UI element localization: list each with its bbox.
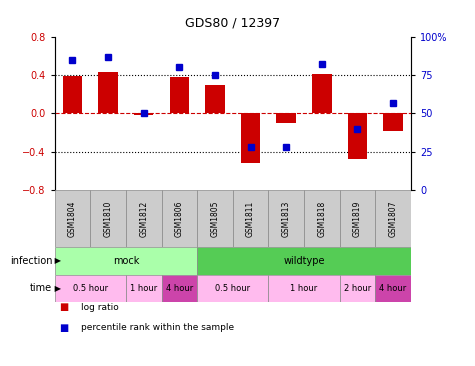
Text: mock: mock bbox=[113, 256, 139, 266]
Text: 2 hour: 2 hour bbox=[344, 284, 371, 293]
Bar bbox=[162, 190, 197, 247]
Bar bbox=[126, 274, 162, 302]
Bar bbox=[241, 113, 260, 163]
Text: 1 hour: 1 hour bbox=[130, 284, 157, 293]
Bar bbox=[63, 76, 82, 113]
Bar bbox=[55, 247, 197, 274]
Text: GSM1818: GSM1818 bbox=[317, 201, 326, 237]
Text: GSM1812: GSM1812 bbox=[139, 201, 148, 237]
Text: GSM1805: GSM1805 bbox=[210, 201, 219, 237]
Bar bbox=[383, 113, 403, 131]
Text: 0.5 hour: 0.5 hour bbox=[215, 284, 250, 293]
Bar bbox=[55, 190, 90, 247]
Text: GSM1806: GSM1806 bbox=[175, 201, 184, 237]
Bar bbox=[340, 190, 375, 247]
Text: GSM1819: GSM1819 bbox=[353, 201, 362, 237]
Text: 0.5 hour: 0.5 hour bbox=[73, 284, 108, 293]
Bar bbox=[375, 274, 411, 302]
Bar bbox=[268, 274, 340, 302]
Text: log ratio: log ratio bbox=[81, 303, 118, 312]
Bar bbox=[312, 74, 332, 113]
Bar bbox=[197, 190, 233, 247]
Bar bbox=[197, 274, 268, 302]
Bar bbox=[170, 77, 189, 113]
Text: GDS80 / 12397: GDS80 / 12397 bbox=[185, 16, 280, 29]
Bar bbox=[205, 85, 225, 113]
Text: ■: ■ bbox=[59, 322, 68, 333]
Text: 4 hour: 4 hour bbox=[166, 284, 193, 293]
Text: wildtype: wildtype bbox=[283, 256, 325, 266]
Bar bbox=[197, 247, 411, 274]
Text: percentile rank within the sample: percentile rank within the sample bbox=[81, 323, 234, 332]
Bar bbox=[90, 190, 126, 247]
Bar bbox=[375, 190, 411, 247]
Text: GSM1804: GSM1804 bbox=[68, 201, 77, 237]
Bar bbox=[304, 190, 340, 247]
Text: GSM1807: GSM1807 bbox=[389, 201, 398, 237]
Bar bbox=[348, 113, 367, 158]
Bar bbox=[233, 190, 268, 247]
Bar bbox=[340, 274, 375, 302]
Text: GSM1813: GSM1813 bbox=[282, 201, 291, 237]
Bar bbox=[276, 113, 296, 123]
Bar bbox=[98, 72, 118, 113]
Text: 4 hour: 4 hour bbox=[380, 284, 407, 293]
Text: time: time bbox=[30, 283, 52, 293]
Text: GSM1810: GSM1810 bbox=[104, 201, 113, 237]
Text: GSM1811: GSM1811 bbox=[246, 201, 255, 237]
Text: 1 hour: 1 hour bbox=[290, 284, 318, 293]
Bar bbox=[126, 190, 162, 247]
Text: ▶: ▶ bbox=[52, 284, 61, 293]
Bar bbox=[268, 190, 304, 247]
Bar bbox=[134, 113, 153, 115]
Bar bbox=[162, 274, 197, 302]
Bar bbox=[55, 274, 126, 302]
Text: infection: infection bbox=[10, 256, 52, 266]
Text: ■: ■ bbox=[59, 302, 68, 313]
Text: ▶: ▶ bbox=[52, 256, 61, 265]
